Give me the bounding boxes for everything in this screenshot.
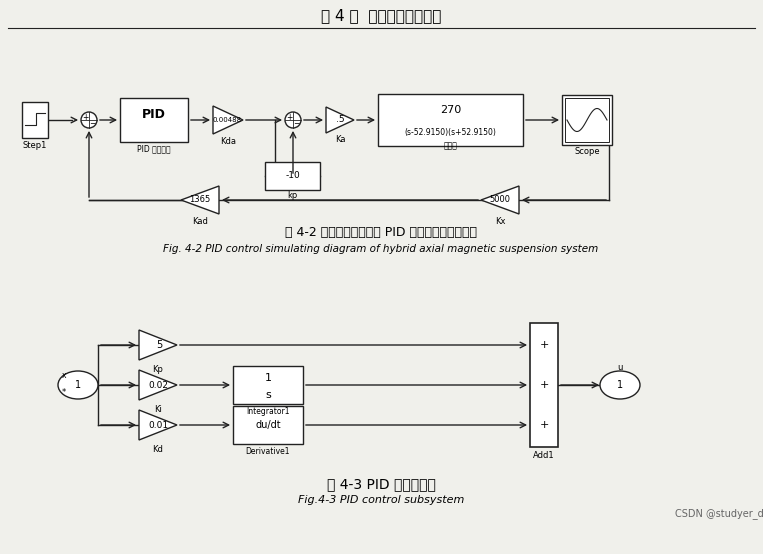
Text: Kd: Kd <box>153 444 163 454</box>
Text: Ka: Ka <box>335 136 345 145</box>
Polygon shape <box>139 410 177 440</box>
Polygon shape <box>181 186 219 214</box>
Bar <box>233 366 303 404</box>
Text: Fig. 4-2 PID control simulating diagram of hybrid axial magnetic suspension syst: Fig. 4-2 PID control simulating diagram … <box>163 244 599 254</box>
Circle shape <box>285 112 301 128</box>
Text: Kad: Kad <box>192 218 208 227</box>
Text: 图 4-3 PID 控制子模块: 图 4-3 PID 控制子模块 <box>327 477 436 491</box>
Polygon shape <box>213 106 243 134</box>
Text: PID 控制模块: PID 控制模块 <box>137 145 171 153</box>
Polygon shape <box>326 107 354 133</box>
Text: 1: 1 <box>617 380 623 390</box>
Text: 0.00488: 0.00488 <box>212 117 242 123</box>
Polygon shape <box>481 186 519 214</box>
Text: +: + <box>82 112 89 121</box>
Text: −: − <box>293 120 299 129</box>
Text: (s-52.9150)(s+52.9150): (s-52.9150)(s+52.9150) <box>404 129 497 137</box>
Text: Kp: Kp <box>153 365 163 373</box>
Bar <box>378 94 523 146</box>
Text: +: + <box>286 112 292 121</box>
Text: x: x <box>62 371 66 379</box>
Bar <box>233 406 303 444</box>
Text: +: + <box>539 340 549 350</box>
Bar <box>530 323 558 447</box>
Ellipse shape <box>58 371 98 399</box>
Text: 1365: 1365 <box>189 196 211 204</box>
Text: 1: 1 <box>265 373 272 383</box>
Text: +: + <box>539 380 549 390</box>
Bar <box>565 98 609 142</box>
Ellipse shape <box>600 371 640 399</box>
Text: Ki: Ki <box>154 404 162 413</box>
Bar <box>120 98 188 142</box>
Text: Kx: Kx <box>494 218 505 227</box>
Text: 5000: 5000 <box>490 196 510 204</box>
Text: +: + <box>539 420 549 430</box>
Text: −: − <box>89 120 95 129</box>
Text: *: * <box>62 388 66 398</box>
Text: 0.02: 0.02 <box>148 381 168 389</box>
Text: Fig.4-3 PID control subsystem: Fig.4-3 PID control subsystem <box>298 495 464 505</box>
Bar <box>562 95 612 145</box>
Polygon shape <box>139 370 177 400</box>
Text: PID: PID <box>142 109 166 121</box>
Text: Add1: Add1 <box>533 450 555 459</box>
Text: 磁轴承: 磁轴承 <box>443 141 458 151</box>
Text: -10: -10 <box>285 172 300 181</box>
Circle shape <box>81 112 97 128</box>
Text: 图 4-2 混合型轴向磁悬浮 PID 控制系统仿真结构图: 图 4-2 混合型轴向磁悬浮 PID 控制系统仿真结构图 <box>285 225 477 239</box>
Text: Derivative1: Derivative1 <box>246 447 290 455</box>
Text: CSDN @studyer_domi: CSDN @studyer_domi <box>674 509 763 520</box>
Text: s: s <box>265 390 271 400</box>
Text: 270: 270 <box>440 105 461 115</box>
Text: kp: kp <box>288 191 298 199</box>
Polygon shape <box>139 330 177 360</box>
Text: du/dt: du/dt <box>255 420 281 430</box>
Text: u: u <box>617 362 623 372</box>
Text: 1: 1 <box>75 380 81 390</box>
Text: 第 4 章  数字控制策略研究: 第 4 章 数字控制策略研究 <box>320 8 441 23</box>
Text: Scope: Scope <box>575 147 600 156</box>
Text: .5: .5 <box>336 115 344 125</box>
Text: Kda: Kda <box>220 137 236 146</box>
Text: Step1: Step1 <box>23 141 47 150</box>
Text: 5: 5 <box>156 340 162 350</box>
Bar <box>22 102 48 138</box>
Bar <box>265 162 320 190</box>
Text: Integrator1: Integrator1 <box>246 407 290 416</box>
Text: 0.01: 0.01 <box>148 420 168 429</box>
